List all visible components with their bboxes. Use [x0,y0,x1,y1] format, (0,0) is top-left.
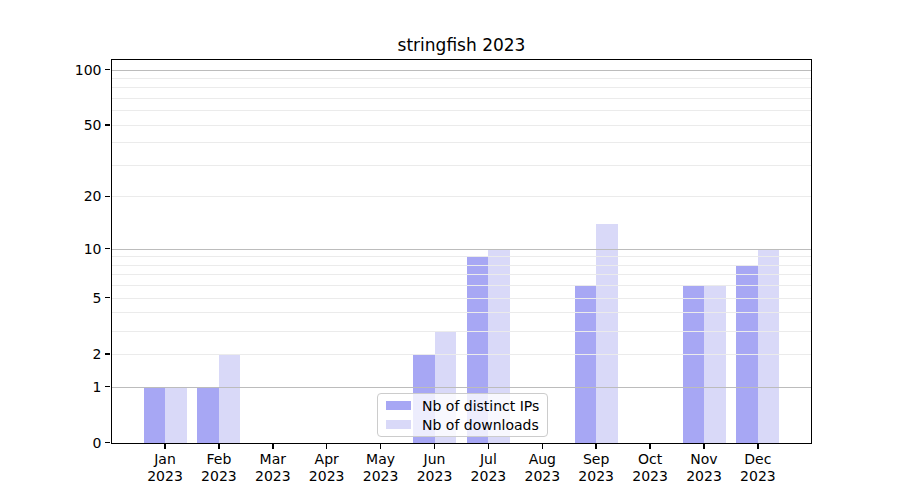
plot-area: 1005020105210Jan2023Feb2023Mar2023Apr202… [111,59,812,444]
bar-downloads [758,249,780,443]
x-axis-tick [542,444,544,449]
bar-downloads [219,354,241,443]
x-axis-tick [488,444,490,449]
x-axis-tick [649,444,651,449]
y-axis-tick [105,196,110,198]
legend-label-distinct-ips: Nb of distinct IPs [422,398,539,414]
gridline-major [112,387,811,388]
gridline-minor [112,331,811,332]
gridline-minor [112,165,811,166]
gridline-minor [112,78,811,79]
y-axis-tick-label: 0 [52,435,102,451]
x-axis-tick [164,444,166,449]
legend-item-distinct-ips: Nb of distinct IPs [386,398,539,414]
legend-item-downloads: Nb of downloads [386,417,539,433]
chart-title: stringfish 2023 [112,35,811,55]
figure: stringfish 2023 1005020105210Jan2023Feb2… [0,0,900,500]
y-axis-tick-label: 1 [52,379,102,395]
x-axis-tick-label: Dec2023 [726,451,790,485]
y-axis-tick [105,442,110,444]
x-axis-tick [757,444,759,449]
y-axis-tick-label: 20 [52,188,102,204]
x-axis-tick [595,444,597,449]
y-axis-tick [105,353,110,355]
legend-label-downloads: Nb of downloads [422,417,539,433]
y-axis-tick-label: 100 [52,62,102,78]
x-axis-tick [703,444,705,449]
bar-downloads [165,387,187,443]
gridline-minor [112,354,811,355]
y-axis-tick [105,297,110,299]
x-axis-tick [326,444,328,449]
gridline-minor [112,312,811,313]
gridline-minor [112,110,811,111]
y-axis-tick [105,248,110,250]
gridline-minor [112,196,811,197]
y-axis-tick [105,386,110,388]
gridline-minor [112,298,811,299]
y-axis-tick-label: 50 [52,117,102,133]
bar-distinct-ips [575,285,597,442]
gridline-minor [112,265,811,266]
y-axis-tick-label: 2 [52,346,102,362]
bar-downloads [704,285,726,442]
gridline-major [112,249,811,250]
y-axis-tick [105,124,110,126]
bar-distinct-ips [683,285,705,442]
x-axis-tick [380,444,382,449]
gridline-minor [112,98,811,99]
gridline-major [112,70,811,71]
x-axis-tick [218,444,220,449]
legend: Nb of distinct IPs Nb of downloads [377,393,548,437]
bar-distinct-ips [144,387,166,443]
x-axis-tick [434,444,436,449]
legend-swatch-distinct-ips-icon [386,401,411,410]
gridline-minor [112,256,811,257]
gridline-minor [112,142,811,143]
y-axis-tick-label: 5 [52,290,102,306]
y-axis-tick [105,69,110,71]
y-axis-tick-label: 10 [52,241,102,257]
gridline-minor [112,125,811,126]
legend-swatch-downloads-icon [386,420,411,429]
gridline-minor [112,87,811,88]
gridline-minor [112,285,811,286]
bar-distinct-ips [197,387,219,443]
gridline-minor [112,274,811,275]
x-axis-tick [272,444,274,449]
